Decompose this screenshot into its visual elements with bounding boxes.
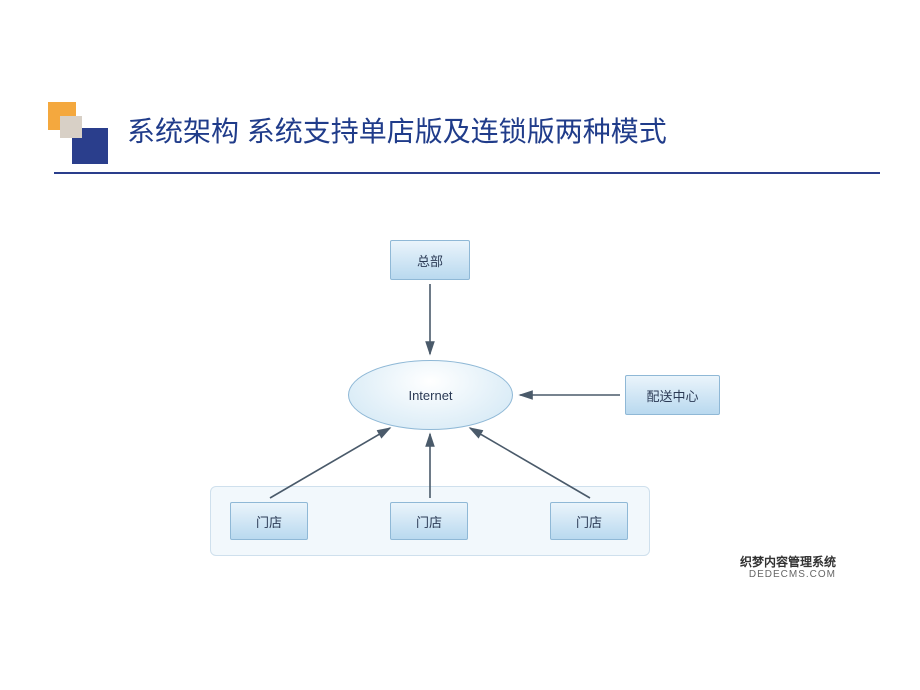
title-decor-square [60,116,82,138]
architecture-diagram: Internet 总部 配送中心 门店 门店 门店 [190,240,790,580]
footer-brand: 织梦内容管理系统 DEDECMS.COM [740,556,836,580]
diagram-arrows [190,240,790,580]
diagram-edge [270,428,390,498]
slide-title: 系统架构 系统支持单店版及连锁版两种模式 [127,110,667,150]
footer-line-1: 织梦内容管理系统 [740,556,836,569]
footer-line-2: DEDECMS.COM [740,569,836,580]
diagram-edge [470,428,590,498]
title-underline [54,172,880,174]
